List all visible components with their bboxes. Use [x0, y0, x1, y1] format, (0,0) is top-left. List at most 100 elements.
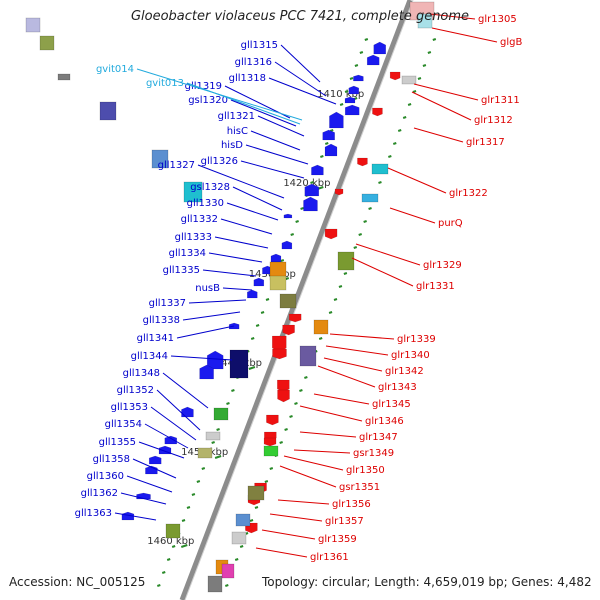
- right-gene-arrow: [263, 437, 277, 447]
- gene-label-purQ: purQ: [438, 218, 463, 229]
- right-gene-arrow: [389, 71, 401, 81]
- leader-line: [156, 389, 201, 431]
- lane-dash: [388, 155, 392, 158]
- lane-dash: [359, 51, 364, 54]
- leader-line: [261, 529, 316, 540]
- lane-dash: [333, 298, 338, 301]
- lane-dash: [264, 480, 269, 483]
- leader-line: [176, 325, 235, 339]
- left-feature-box: [151, 149, 169, 169]
- leader-line: [413, 127, 464, 143]
- lane-dash: [201, 467, 206, 470]
- gene-label-gll1315: gll1315: [241, 40, 278, 51]
- lane-dash: [338, 285, 343, 288]
- leader-line: [313, 393, 370, 405]
- leader-line: [245, 144, 309, 165]
- lane-dash: [290, 233, 295, 236]
- gene-label-gll1358: gll1358: [93, 454, 130, 465]
- gene-label-gll1338: gll1338: [143, 315, 180, 326]
- gene-label-glr1340: glr1340: [391, 350, 430, 361]
- right-feature-box: [247, 485, 265, 501]
- lane-dash: [260, 311, 265, 314]
- lane-dash: [412, 90, 417, 93]
- lane-dash: [339, 103, 344, 106]
- left-feature-box: [99, 101, 117, 121]
- leader-line: [126, 475, 173, 493]
- lane-dash: [392, 142, 397, 145]
- leader-line: [413, 83, 479, 101]
- leader-line: [150, 406, 197, 441]
- leader-line: [299, 405, 363, 422]
- left-gene-arrow: [303, 196, 318, 212]
- gene-label-gll1316: gll1316: [235, 57, 272, 68]
- gene-label-gll1334: gll1334: [169, 248, 206, 259]
- lane-dash: [226, 402, 230, 405]
- leader-line: [182, 311, 241, 321]
- lane-dash: [231, 389, 235, 392]
- gene-label-gll1335: gll1335: [163, 265, 200, 276]
- right-feature-box: [235, 513, 251, 527]
- gene-label-glr1343: glr1343: [378, 382, 417, 393]
- right-gene-arrow: [372, 107, 383, 117]
- leader-line: [170, 355, 233, 361]
- lane-dash: [269, 467, 274, 470]
- gene-label-nusB: nusB: [195, 283, 220, 294]
- left-feature-box: [25, 17, 41, 33]
- leader-line: [114, 512, 157, 521]
- leader-line: [283, 455, 344, 471]
- kbp-tick: [214, 455, 222, 459]
- left-gene-arrow: [121, 511, 135, 521]
- gene-label-glr1346: glr1346: [365, 416, 404, 427]
- right-gene-arrow: [277, 389, 290, 403]
- rna-label-gvit014: gvit014: [96, 64, 134, 75]
- lane-dash: [157, 584, 161, 587]
- right-gene-arrow: [288, 313, 302, 323]
- gene-label-gll1326: gll1326: [201, 156, 238, 167]
- leader-line: [186, 82, 301, 125]
- kbp-label: 1420 kbp: [283, 178, 330, 189]
- right-gene-arrow: [324, 228, 338, 240]
- leader-line: [132, 458, 177, 479]
- right-feature-box: [337, 251, 355, 271]
- left-gene-arrow: [311, 164, 324, 176]
- left-feature-box: [205, 431, 221, 441]
- leader-line: [144, 423, 189, 449]
- kbp-label: 1460 kbp: [147, 536, 194, 547]
- leader-line: [329, 333, 395, 340]
- gene-label-gll1327: gll1327: [158, 160, 195, 171]
- leader-line: [138, 441, 185, 459]
- left-gene-arrow: [181, 406, 194, 418]
- leader-line: [222, 287, 253, 291]
- gene-label-glr1322: glr1322: [449, 188, 488, 199]
- left-gene-arrow: [228, 322, 240, 330]
- lane-dash: [320, 155, 324, 158]
- gene-label-glr1305: glr1305: [478, 14, 517, 25]
- left-gene-arrow: [329, 111, 344, 129]
- genome-backbone-highlight: [184, 0, 414, 600]
- gene-label-glr1345: glr1345: [372, 399, 411, 410]
- lane-dash: [354, 64, 359, 67]
- lane-dash: [289, 415, 293, 418]
- gene-label-glr1356: glr1356: [332, 499, 371, 510]
- gene-label-glr1339: glr1339: [397, 334, 436, 345]
- left-gene-arrow: [344, 96, 356, 104]
- right-feature-box: [313, 319, 329, 335]
- left-gene-arrow: [324, 143, 338, 157]
- left-feature-box: [269, 275, 287, 291]
- left-gene-arrow: [253, 277, 265, 287]
- left-gene-arrow: [247, 289, 258, 299]
- gene-label-glr1311: glr1311: [481, 95, 520, 106]
- leader-line: [188, 299, 247, 304]
- left-feature-box: [213, 407, 229, 421]
- kbp-tick: [248, 366, 256, 370]
- leader-line: [280, 44, 321, 83]
- lane-dash: [186, 506, 191, 509]
- leader-line: [162, 372, 209, 409]
- gene-label-gll1348: gll1348: [123, 368, 160, 379]
- gene-label-gsl1328: gsl1328: [190, 182, 230, 193]
- left-feature-box: [39, 35, 55, 51]
- leader-line: [317, 365, 376, 388]
- right-feature-box: [417, 13, 433, 29]
